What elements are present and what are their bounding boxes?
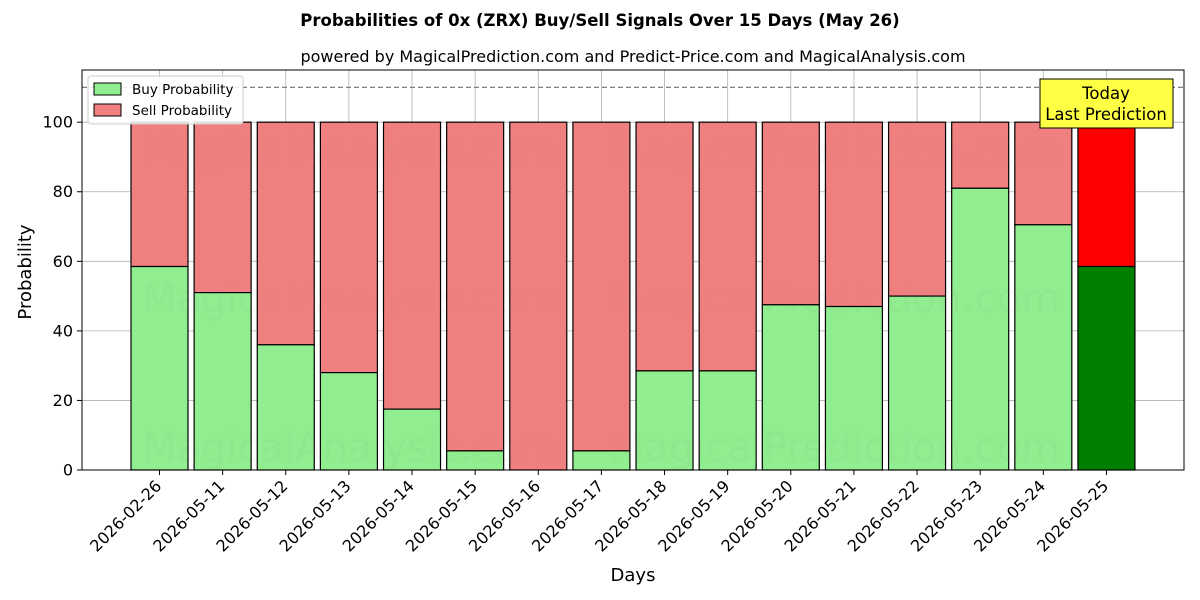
buy-bar (256, 344, 315, 471)
annotation-line2: Last Prediction (1045, 105, 1167, 124)
watermark-text: MagicalAnalysis.com (142, 276, 558, 322)
y-tick-label: 40 (53, 321, 73, 340)
y-tick-label: 80 (53, 182, 73, 201)
watermark-text: MagicalAnalysis.com (142, 425, 558, 471)
buy-bar (698, 370, 757, 471)
annotation-box (1039, 78, 1174, 129)
y-tick-label: 100 (42, 113, 73, 132)
y-tick-label: 20 (53, 391, 73, 410)
plot-frame (81, 69, 1185, 471)
sell-bar (1077, 121, 1136, 268)
annotation-line1: Today (1081, 84, 1130, 103)
buy-bar (319, 372, 378, 471)
legend-swatch-buy (93, 82, 122, 96)
buy-bar (193, 292, 252, 471)
sell-bar (698, 121, 757, 372)
sell-bar (382, 121, 442, 410)
sell-bar (446, 121, 505, 452)
buy-bar (887, 295, 947, 471)
sell-bar (824, 121, 884, 308)
buy-bar (761, 304, 820, 471)
y-tick-label: 0 (63, 461, 73, 480)
y-axis-label: Probability (15, 224, 36, 319)
sell-bar (761, 121, 820, 306)
legend-swatch-sell (93, 103, 122, 117)
sell-bar (951, 121, 1010, 189)
sell-bar (193, 121, 252, 294)
y-tick-label: 60 (53, 252, 73, 271)
buy-bar (635, 370, 694, 471)
plot-area: MagicalAnalysis.com MagicalPrediction.com… (42, 69, 1185, 556)
x-axis-label: Days (611, 565, 656, 586)
sell-bar (635, 121, 694, 372)
buy-bar (1014, 224, 1073, 471)
sell-bar (319, 121, 378, 374)
chart-title: Probabilities of 0x (ZRX) Buy/Sell Signa… (300, 11, 899, 30)
watermark-text: MagicalPrediction.com (610, 425, 1060, 471)
buy-bar (382, 408, 442, 471)
buy-bar (951, 187, 1010, 471)
buy-bar (824, 305, 884, 471)
legend-box (87, 75, 244, 125)
legend-label-buy: Buy Probability (132, 82, 233, 98)
watermark-text: MagicalPrediction.com (610, 276, 1060, 322)
sell-bar (256, 121, 315, 346)
sell-bar (572, 121, 631, 452)
chart-subtitle: powered by MagicalPrediction.com and Pre… (300, 47, 965, 66)
watermark-text: MagicalAnalysis.com (142, 128, 558, 174)
buy-bar (1077, 265, 1136, 471)
watermark-text: MagicalPrediction.com (610, 128, 1060, 174)
legend-label-sell: Sell Probability (132, 103, 232, 119)
